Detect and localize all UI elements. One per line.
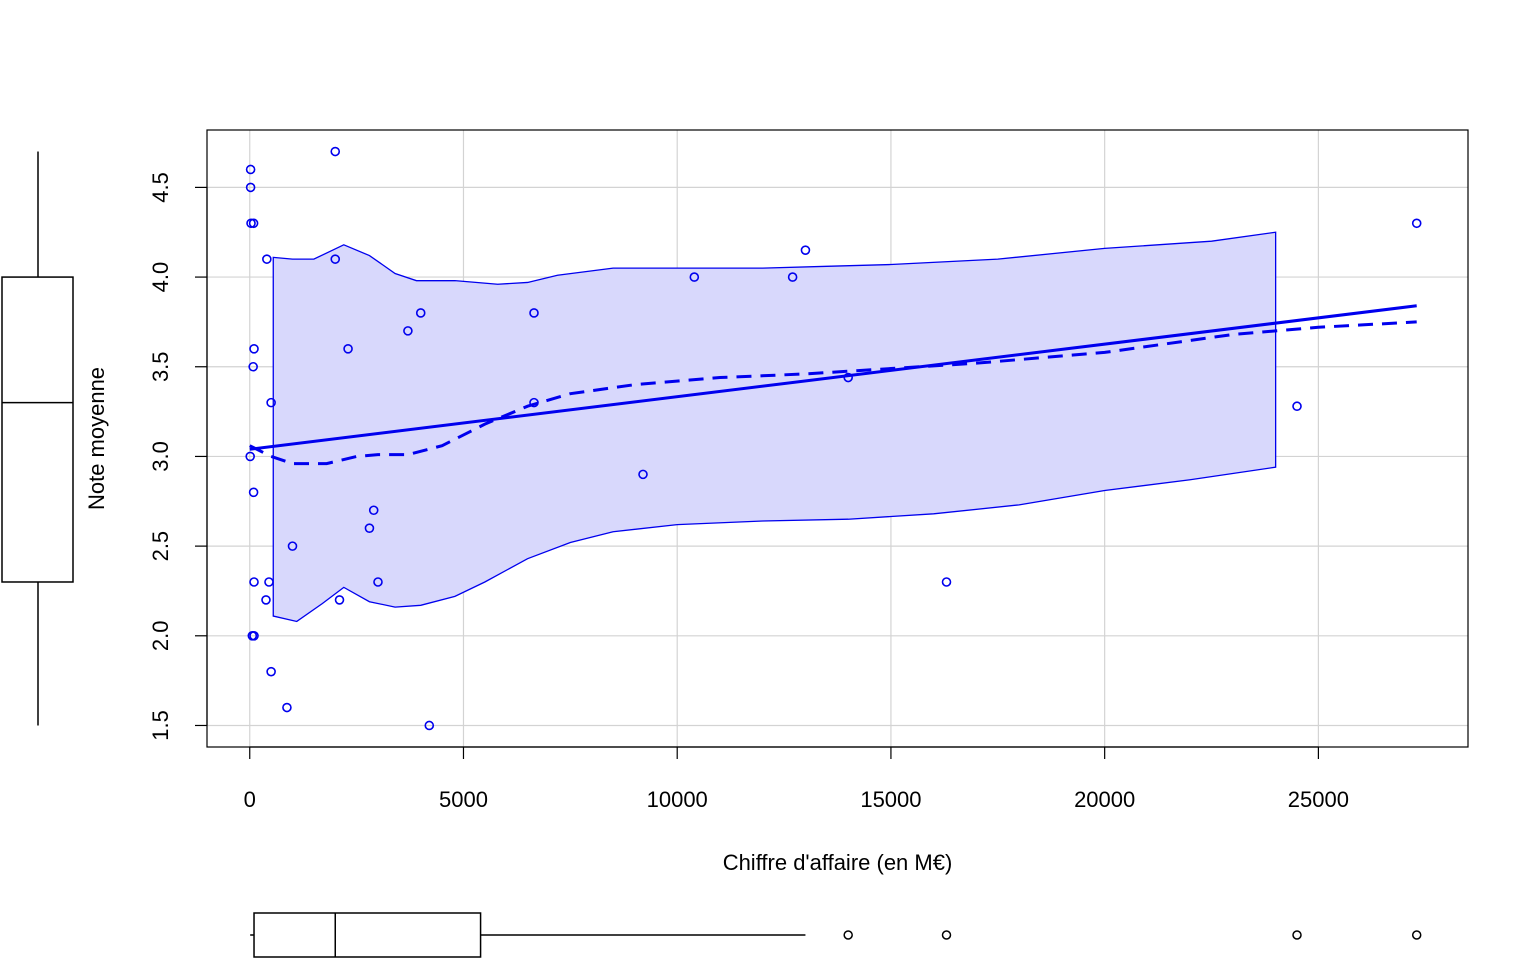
x-axis: 0 5000 10000 15000 20000 25000 xyxy=(244,746,1349,812)
data-point xyxy=(248,218,259,229)
x-marginal-boxplot xyxy=(250,912,1422,958)
y-tick-label: 3.0 xyxy=(148,441,173,472)
boxplot-x-outlier xyxy=(1411,930,1422,940)
boxplot-y-box xyxy=(1,276,74,583)
data-point xyxy=(248,487,259,498)
boxplot-x-box xyxy=(253,912,482,958)
data-point xyxy=(424,720,435,731)
data-point xyxy=(245,182,256,193)
data-point xyxy=(787,272,798,282)
y-axis: 1.5 2.0 2.5 3.0 3.5 4.0 4.5 xyxy=(148,172,208,741)
data-point xyxy=(689,272,700,282)
data-point xyxy=(266,397,276,408)
boxplot-x-outlier xyxy=(843,930,853,940)
x-tick-label: 25000 xyxy=(1288,787,1349,812)
y-tick-label: 1.5 xyxy=(148,710,173,741)
data-point xyxy=(264,577,274,587)
regression-line xyxy=(249,304,1417,451)
data-point xyxy=(941,577,952,587)
smooth-line xyxy=(249,320,1417,466)
fit-lines xyxy=(249,304,1417,466)
y-tick-label: 4.0 xyxy=(148,262,173,293)
data-point xyxy=(249,577,259,587)
data-point xyxy=(529,308,539,318)
data-point xyxy=(334,595,345,605)
boxplot-x-outlier xyxy=(941,930,952,940)
data-point xyxy=(1292,401,1302,412)
data-point xyxy=(638,469,648,480)
data-point xyxy=(843,372,853,383)
boxplot-x-outlier xyxy=(1292,930,1302,940)
data-point xyxy=(248,361,258,372)
data-point xyxy=(262,254,272,264)
confidence-band xyxy=(272,231,1277,623)
data-point xyxy=(529,397,539,408)
data-point xyxy=(266,666,276,677)
x-tick-label: 20000 xyxy=(1074,787,1135,812)
y-tick-label: 4.5 xyxy=(148,172,173,203)
data-point xyxy=(368,505,379,516)
y-tick-label: 2.5 xyxy=(148,531,173,562)
data-points xyxy=(245,146,1422,731)
data-point xyxy=(364,523,375,533)
confidence-band-area xyxy=(272,231,1277,623)
data-point xyxy=(287,541,298,551)
y-tick-label: 3.5 xyxy=(148,351,173,382)
y-tick-label: 2.0 xyxy=(148,620,173,651)
x-tick-label: 0 xyxy=(244,787,256,812)
data-point xyxy=(1411,218,1422,229)
x-tick-label: 10000 xyxy=(647,787,708,812)
data-point xyxy=(800,245,811,255)
data-point xyxy=(373,577,383,587)
x-tick-label: 15000 xyxy=(860,787,921,812)
y-axis-label: Note moyenne xyxy=(84,367,109,510)
x-axis-label: Chiffre d'affaire (en M€) xyxy=(723,850,953,875)
data-point xyxy=(330,254,341,264)
data-point xyxy=(249,630,259,641)
data-point xyxy=(330,146,341,157)
data-point xyxy=(403,326,413,336)
x-tick-label: 5000 xyxy=(439,787,488,812)
data-point xyxy=(282,702,292,713)
data-point xyxy=(261,595,271,605)
data-point xyxy=(415,308,426,318)
data-point xyxy=(249,344,259,354)
data-point xyxy=(343,344,353,354)
data-point xyxy=(245,164,256,175)
data-point xyxy=(245,451,255,462)
y-marginal-boxplot xyxy=(1,151,74,726)
